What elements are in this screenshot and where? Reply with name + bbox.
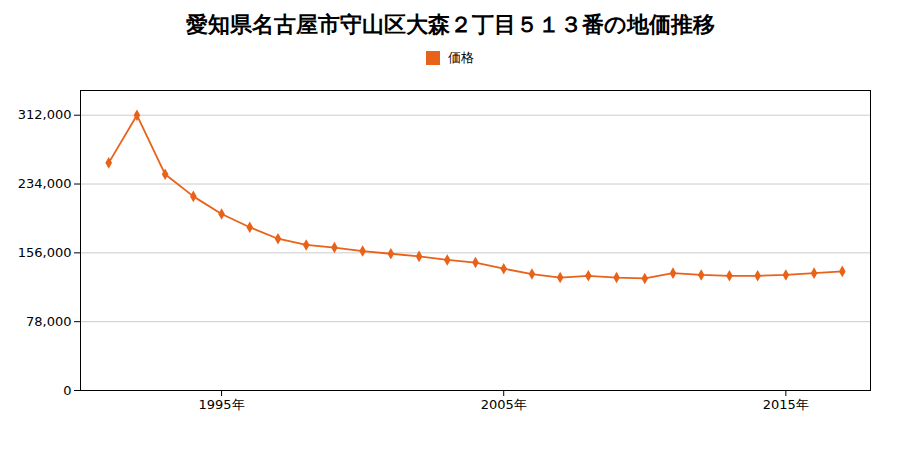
html-text:愛知県名古屋市守山区大森２丁目５１３番の地価推移: 愛知県名古屋市守山区大森２丁目５１３番の地価推移 (185, 12, 715, 37)
svg-text:0: 0 (63, 383, 71, 398)
svg-text:234,000: 234,000 (18, 176, 72, 191)
html-text:価格: 価格 (448, 50, 474, 65)
svg-text:2015年: 2015年 (763, 397, 809, 412)
svg-text:156,000: 156,000 (18, 245, 72, 260)
svg-text:312,000: 312,000 (18, 107, 72, 122)
svg-text:78,000: 78,000 (26, 314, 72, 329)
svg-text:2005年: 2005年 (481, 397, 527, 412)
svg-text:1995年: 1995年 (199, 397, 245, 412)
